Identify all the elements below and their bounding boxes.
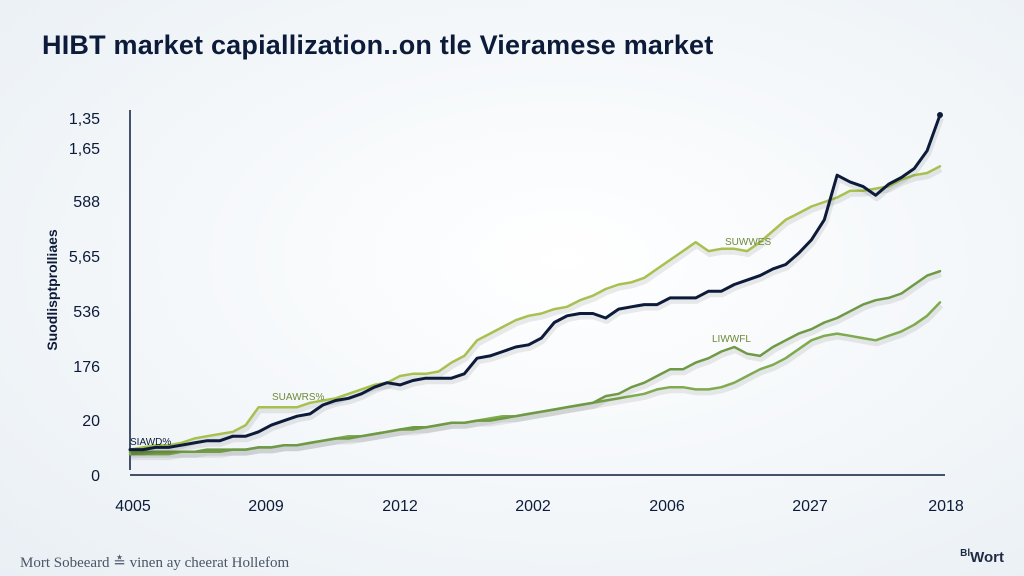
y-tick-label: 1,35 <box>69 111 100 128</box>
x-tick-label: 2018 <box>928 498 964 515</box>
annotation-label: LIWWFL <box>712 334 751 345</box>
x-tick-label: 2012 <box>382 498 418 515</box>
annotations: SIAWD% SUAWRS% SUWWES LIWWFL <box>130 237 771 448</box>
series-line-shadow <box>131 116 944 456</box>
annotation-label: SUWWES <box>725 237 771 248</box>
footer-logo-text: Wort <box>970 549 1004 566</box>
series <box>128 112 944 461</box>
x-tick-label: 4005 <box>115 498 151 515</box>
footer-source-text: Mort Sobeeard ≛ vinen ay cheerat Hollefo… <box>20 555 290 571</box>
annotation-label: SIAWD% <box>130 437 171 448</box>
series-line-shadow <box>131 271 942 458</box>
chart-title: HIBT market capiallization..on tle Viera… <box>42 30 714 60</box>
y-tick-label: 536 <box>73 304 100 321</box>
y-tick-label: 1,65 <box>69 141 100 158</box>
x-tick-label: 2009 <box>248 498 284 515</box>
y-tick-label: 20 <box>82 413 100 430</box>
series-end-marker <box>937 112 943 118</box>
y-tick-label: 5,65 <box>69 249 100 266</box>
series-line-2 <box>128 165 942 451</box>
y-axis-label: Suodlisptprolliaes <box>44 229 60 351</box>
y-tick-label: 176 <box>73 359 100 376</box>
tick-labels: 0 20 176 536 5,65 588 1,65 1,35 4005 2009 2012 2002… <box>69 111 964 515</box>
x-tick-label: 2002 <box>515 498 551 515</box>
series-line-1 <box>128 113 942 452</box>
axes: Suodlisptprolliaes <box>44 110 945 476</box>
series-line-shadow <box>131 303 944 461</box>
series-line-3 <box>128 269 942 454</box>
footer-logo: BlWort <box>960 548 1004 566</box>
y-tick-label: 588 <box>73 194 100 211</box>
y-tick-label: 0 <box>91 468 100 485</box>
annotation-label: SUAWRS% <box>272 392 325 403</box>
footer-logo-prefix: Bl <box>960 548 971 559</box>
series-line-shadow <box>130 166 943 456</box>
x-tick-label: 2006 <box>649 498 685 515</box>
x-tick-label: 2027 <box>792 498 828 515</box>
